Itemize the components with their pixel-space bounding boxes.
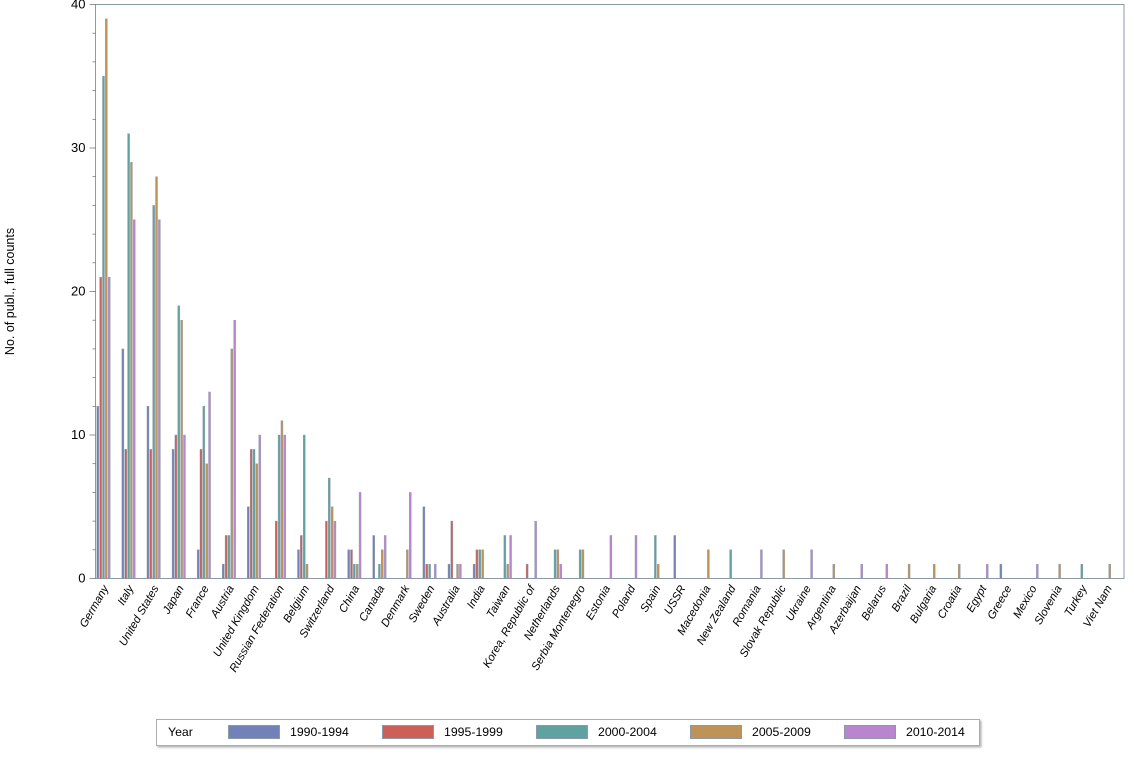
svg-text:40: 40 xyxy=(71,0,85,12)
svg-text:No. of publ., full counts: No. of publ., full counts xyxy=(3,228,17,355)
svg-text:0: 0 xyxy=(78,571,85,586)
svg-text:20: 20 xyxy=(71,284,85,299)
svg-text:30: 30 xyxy=(71,140,85,155)
svg-text:10: 10 xyxy=(71,427,85,442)
